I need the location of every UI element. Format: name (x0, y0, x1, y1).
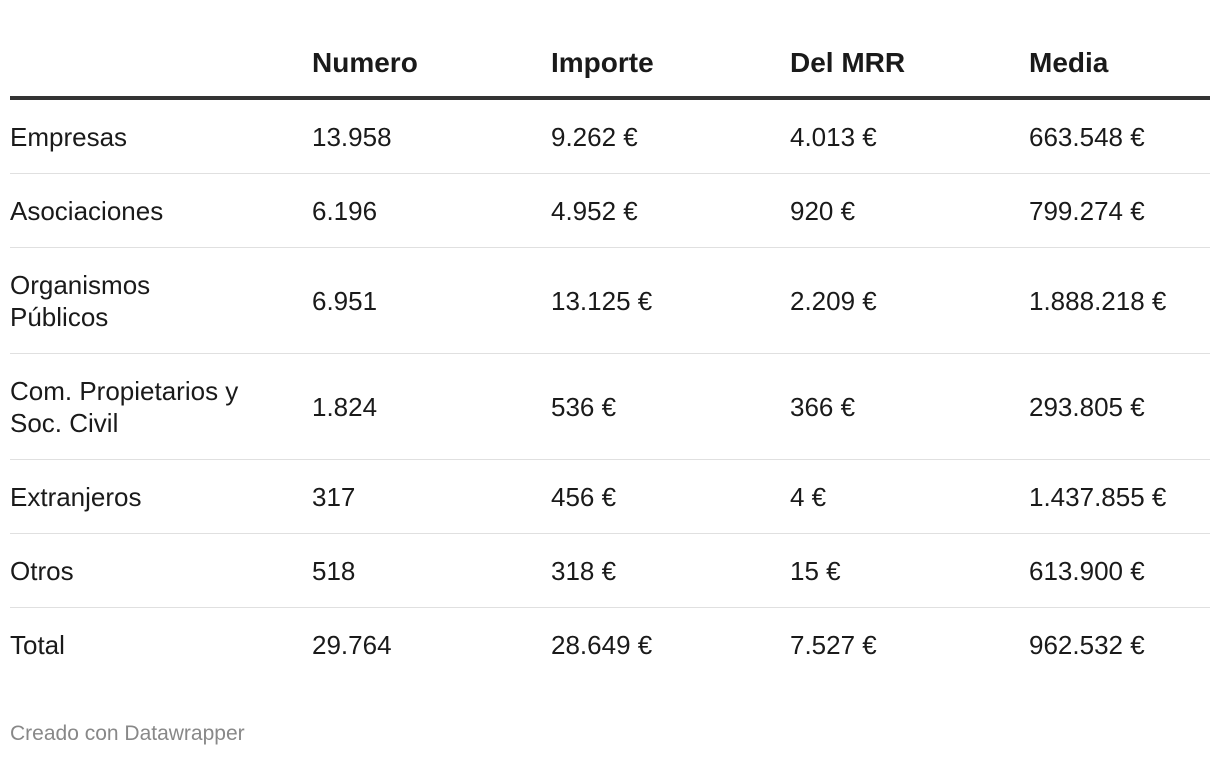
table-row: Empresas 13.958 9.262 € 4.013 € 663.548 … (10, 98, 1210, 174)
table-row-total: Total 29.764 28.649 € 7.527 € 962.532 € (10, 608, 1210, 682)
cell-numero: 6.196 (312, 173, 551, 248)
table-row: Com. Propietarios y Soc. Civil 1.824 536… (10, 353, 1210, 460)
row-label: Otros (10, 533, 312, 608)
row-label-text: Empresas (10, 121, 128, 152)
cell-del-mrr: 366 € (790, 353, 1029, 460)
data-table-container: Numero Importe Del MRR Media Empresas 13… (10, 30, 1210, 681)
table-row: Organismos Públicos 6.951 13.125 € 2.209… (10, 247, 1210, 354)
table-header: Numero Importe Del MRR Media (10, 30, 1210, 100)
row-label-text: Otros (10, 555, 74, 586)
cell-numero: 1.824 (312, 353, 551, 460)
cell-del-mrr: 15 € (790, 533, 1029, 608)
data-table: Numero Importe Del MRR Media Empresas 13… (10, 30, 1210, 681)
cell-del-mrr: 920 € (790, 173, 1029, 248)
header-numero: Numero (312, 30, 551, 100)
row-label: Com. Propietarios y Soc. Civil (10, 353, 312, 460)
cell-media: 663.548 € (1029, 98, 1210, 174)
row-label: Total (10, 608, 312, 682)
header-label (10, 30, 312, 100)
cell-numero: 317 (312, 459, 551, 534)
cell-importe: 28.649 € (551, 629, 653, 660)
cell-del-mrr: 7.527 € (790, 629, 877, 660)
header-del-mrr: Del MRR (790, 30, 1029, 100)
cell-del-mrr: 2.209 € (790, 247, 1029, 354)
row-label-text: Asociaciones (10, 195, 164, 226)
cell-numero: 29.764 (312, 629, 392, 660)
cell-media: 613.900 € (1029, 533, 1210, 608)
cell-numero: 6.951 (312, 247, 551, 354)
row-label-text: Organismos Públicos (10, 269, 151, 332)
row-label: Organismos Públicos (10, 247, 312, 354)
table-row: Asociaciones 6.196 4.952 € 920 € 799.274… (10, 173, 1210, 248)
cell-media: 293.805 € (1029, 353, 1210, 460)
cell-importe: 4.952 € (551, 173, 790, 248)
cell-numero: 518 (312, 533, 551, 608)
row-label: Extranjeros (10, 459, 312, 534)
row-label-text: Total (10, 629, 65, 660)
cell-del-mrr: 4 € (790, 459, 1029, 534)
cell-importe: 9.262 € (551, 98, 790, 174)
table-row: Extranjeros 317 456 € 4 € 1.437.855 € (10, 459, 1210, 534)
cell-importe: 318 € (551, 533, 790, 608)
cell-importe: 536 € (551, 353, 790, 460)
table-row: Otros 518 318 € 15 € 613.900 € (10, 533, 1210, 608)
cell-importe: 13.125 € (551, 247, 790, 354)
cell-media: 1.437.855 € (1029, 459, 1210, 534)
row-label-text: Extranjeros (10, 481, 142, 512)
cell-numero: 13.958 (312, 98, 551, 174)
cell-importe: 456 € (551, 459, 790, 534)
row-label-text: Com. Propietarios y Soc. Civil (10, 375, 239, 438)
cell-media: 799.274 € (1029, 173, 1210, 248)
cell-media: 1.888.218 € (1029, 247, 1210, 354)
header-media: Media (1029, 30, 1210, 100)
cell-media: 962.532 € (1029, 629, 1145, 660)
table-body: Empresas 13.958 9.262 € 4.013 € 663.548 … (10, 98, 1210, 681)
row-label: Empresas (10, 98, 312, 174)
datawrapper-credit: Creado con Datawrapper (10, 722, 245, 745)
header-importe: Importe (551, 30, 790, 100)
header-row: Numero Importe Del MRR Media (10, 30, 1210, 100)
cell-del-mrr: 4.013 € (790, 98, 1029, 174)
row-label: Asociaciones (10, 173, 312, 248)
